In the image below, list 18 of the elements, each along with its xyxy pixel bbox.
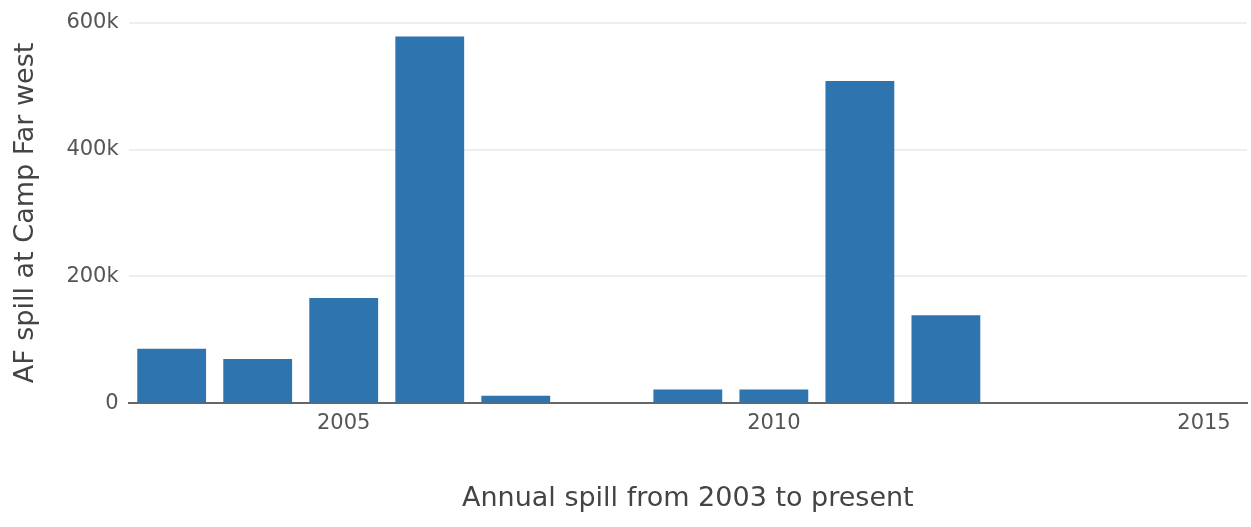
x-tick-label: 2010 xyxy=(747,410,801,435)
bar xyxy=(481,395,551,403)
y-tick-label: 400k xyxy=(66,135,120,160)
bar xyxy=(137,348,207,403)
y-tick-label: 600k xyxy=(66,9,120,34)
y-tick-label: 200k xyxy=(66,262,120,287)
bar xyxy=(653,389,723,403)
y-tick-label: 0 xyxy=(105,389,119,414)
x-axis-title: Annual spill from 2003 to present xyxy=(461,480,914,512)
bar xyxy=(911,315,981,403)
x-tick-label: 2015 xyxy=(1177,410,1231,435)
bar xyxy=(825,80,895,403)
y-axis-title: AF spill at Camp Far west xyxy=(8,42,40,384)
bar xyxy=(739,389,809,403)
x-tick-label: 2005 xyxy=(316,410,371,435)
bar xyxy=(223,358,293,403)
bar xyxy=(309,298,379,403)
bar xyxy=(395,36,465,403)
